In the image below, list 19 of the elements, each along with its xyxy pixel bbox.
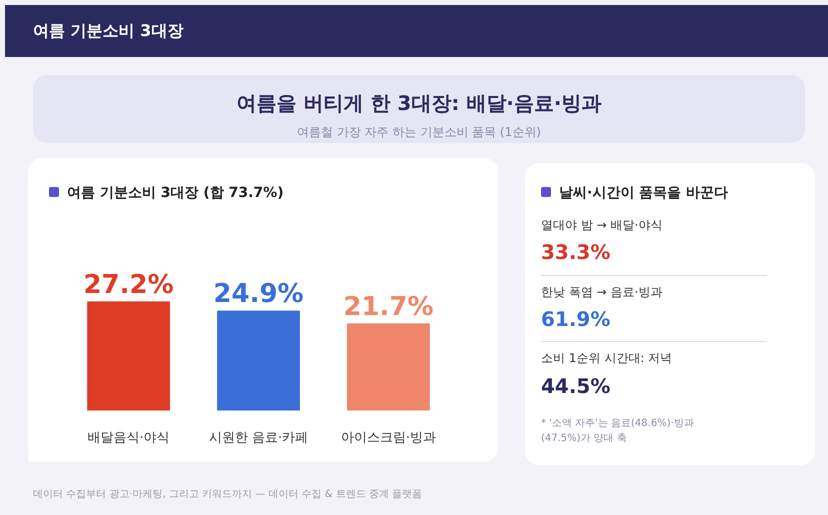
- chart-title: 여름 기분소비 3대장 (합 73.7%): [66, 184, 284, 203]
- data-label: 27.2%: [83, 270, 174, 300]
- text: 한낮 폭염 → 음료·빙과: [541, 284, 664, 301]
- text: 44.5%: [541, 372, 612, 400]
- text: 여름을 버티게 한 3대장: 배달·음료·빙과: [236, 90, 602, 117]
- text: 여름철 가장 자주 하는 기분소비 품목 (1순위): [296, 124, 542, 141]
- data-label: 24.9%: [213, 279, 304, 310]
- data-label: 21.7%: [343, 292, 434, 322]
- x-tick-label: 아이스크림·빙과: [340, 430, 436, 446]
- text: 데이터 수집부터 광고·마케팅, 그리고 키워드까지 — 데이터 수집 & 트렌드 중계 플랫폼: [33, 488, 422, 502]
- x-tick-label: 배달음식·야식: [87, 430, 170, 446]
- text: 여름 기분소비 3대장: [32, 20, 184, 42]
- text: 33.3%: [541, 239, 612, 266]
- text: * '소액 자주'는 음료(48.6%)·빙과(47.5%)가 양대 축: [541, 417, 695, 446]
- x-tick-label: 시원한 음료·카페: [208, 430, 308, 446]
- text: 날씨·시간이 품목을 바꾼다: [558, 184, 730, 203]
- text: 61.9%: [541, 306, 612, 333]
- text: 소비 1순위 시간대: 저녁: [541, 350, 674, 368]
- text: 열대야 밤 → 배달·야식: [541, 217, 664, 234]
